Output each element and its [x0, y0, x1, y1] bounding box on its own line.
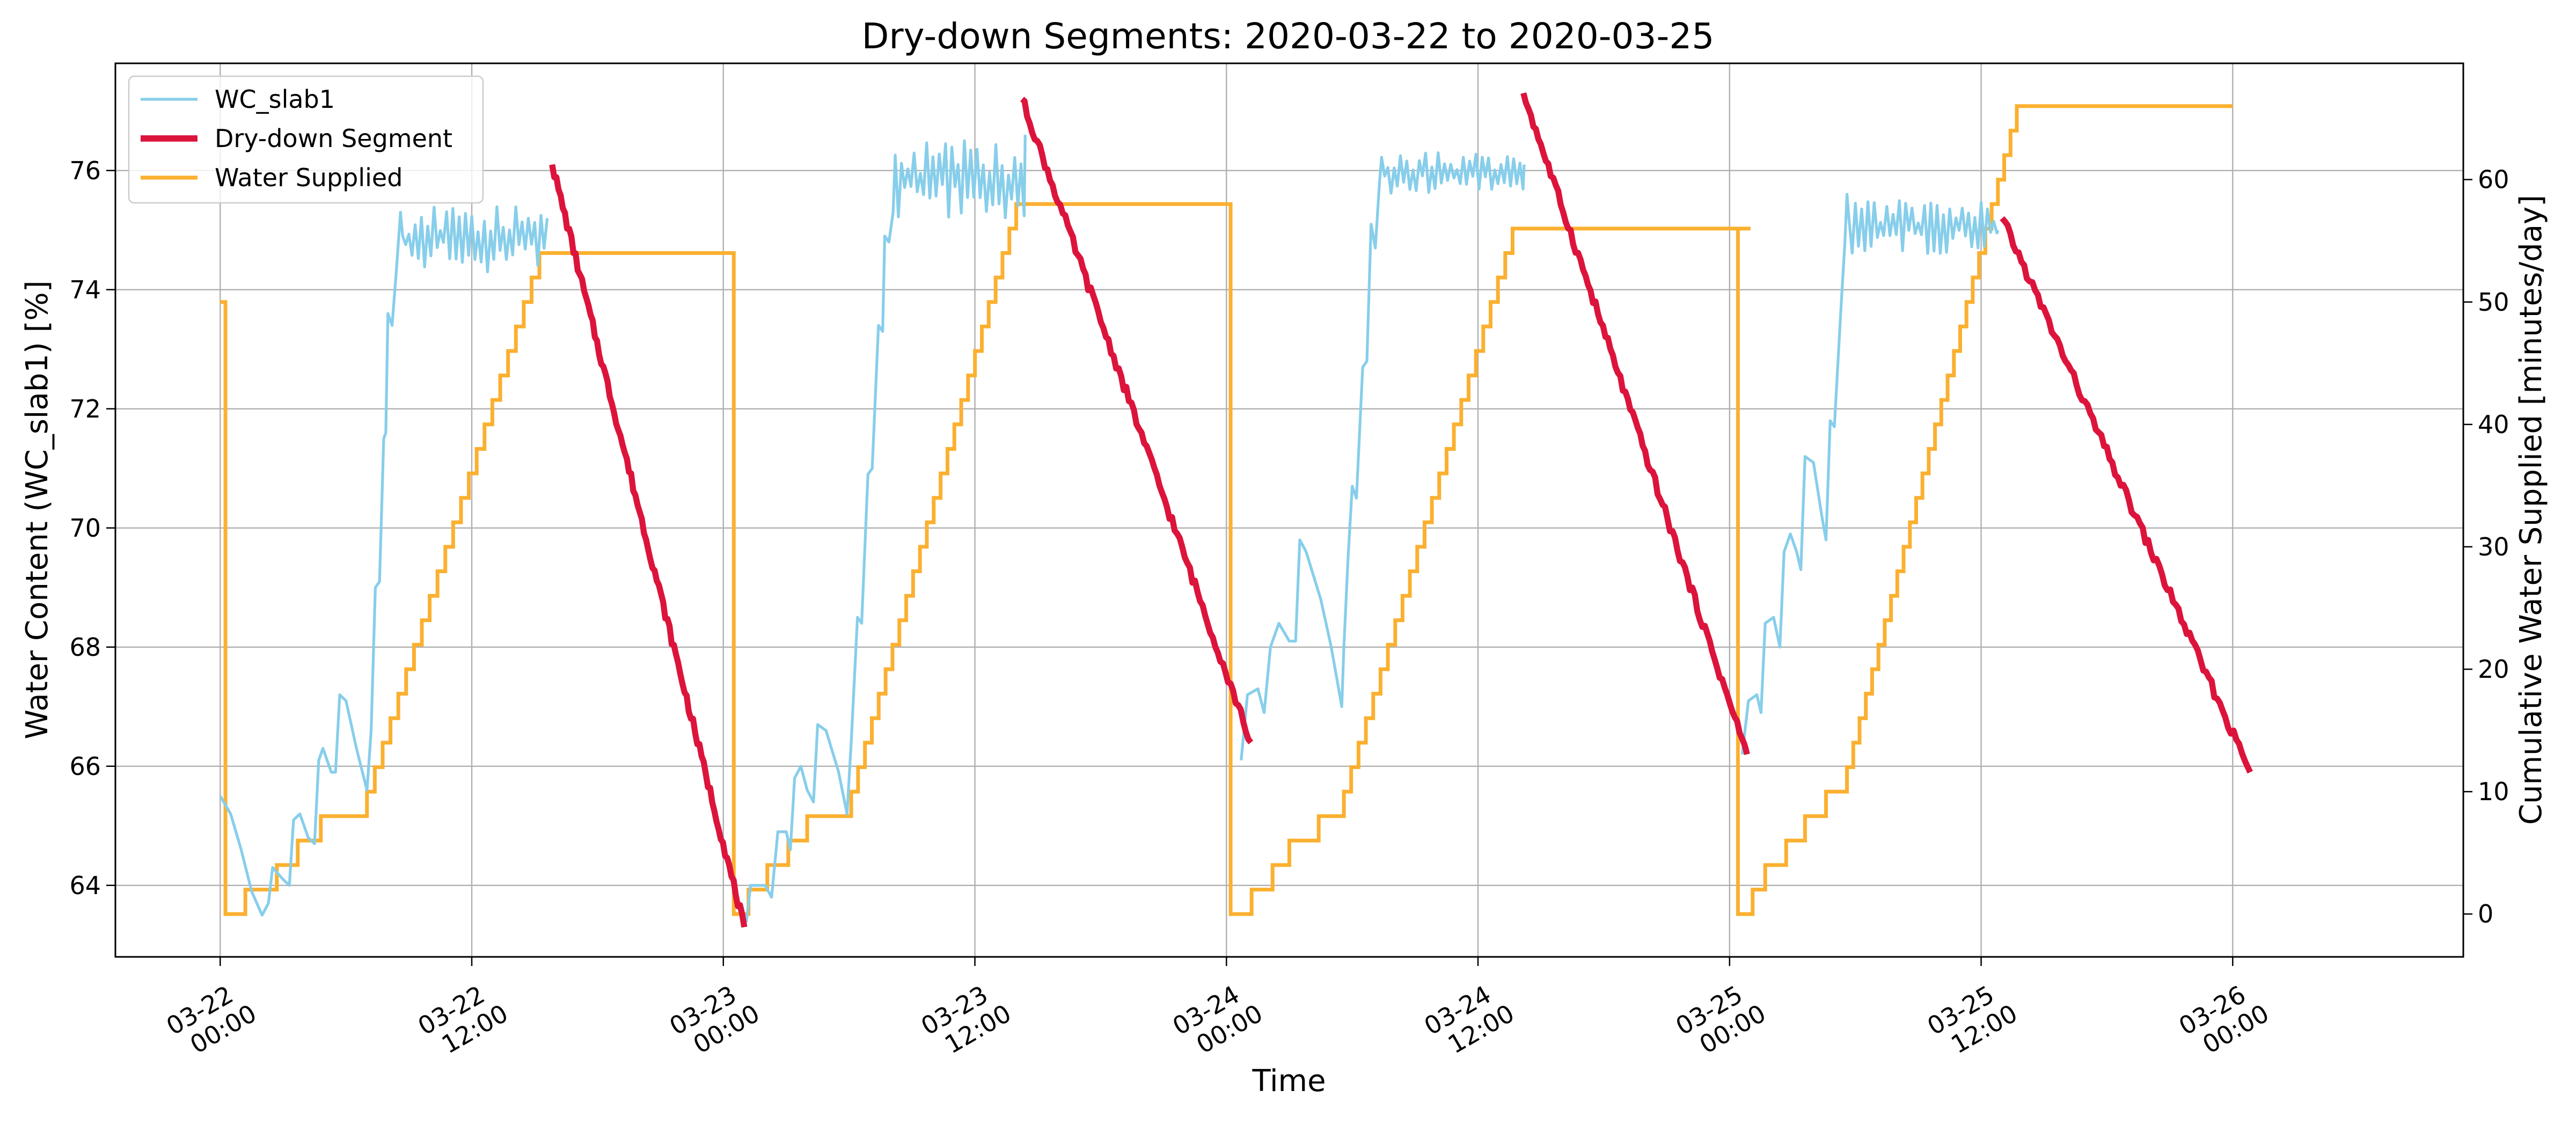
x-tick-label: 03-2400:00: [1168, 975, 1268, 1065]
x-tick-label: 03-2300:00: [664, 975, 764, 1065]
series-wc-slab1: [741, 135, 1027, 928]
y2-tick-label: 40: [2478, 410, 2509, 439]
x-tick-label: 03-2312:00: [916, 975, 1016, 1065]
x-tick-label: 03-2412:00: [1419, 975, 1519, 1065]
series-dry-down-segment: [2000, 216, 2253, 774]
y-tick-label: 74: [69, 275, 101, 304]
x-axis-label: Time: [1252, 1064, 1326, 1099]
y-tick-label: 66: [69, 752, 101, 781]
y-tick-label: 70: [69, 514, 101, 543]
legend-label: WC_slab1: [215, 85, 335, 114]
x-tick-label: 03-2500:00: [1671, 975, 1770, 1065]
legend: WC_slab1 Dry-down Segment Water Supplied: [128, 75, 484, 204]
y-tick-label: 72: [69, 394, 101, 423]
series-dry-down-segment: [549, 164, 748, 928]
series-wc-slab1: [219, 205, 549, 917]
legend-label: Water Supplied: [215, 163, 402, 192]
legend-label: Dry-down Segment: [215, 124, 452, 153]
y-tick-label: 64: [69, 871, 101, 900]
series-dry-down-segment: [1020, 97, 1254, 744]
y-tick-label: 76: [69, 156, 101, 185]
y-tick-label: 68: [69, 633, 101, 662]
y2-tick-label: 30: [2478, 532, 2509, 561]
y-axis-right: 0 10 20 30 40 50 60: [2463, 165, 2509, 928]
x-tick-label: 03-2212:00: [413, 975, 513, 1065]
grid: [115, 63, 2463, 957]
y2-tick-label: 50: [2478, 288, 2509, 317]
y2-tick-label: 60: [2478, 165, 2509, 194]
x-tick-label: 03-2600:00: [2174, 975, 2274, 1065]
chart-title: Dry-down Segments: 2020-03-22 to 2020-03…: [862, 16, 1715, 57]
series-water-supplied: [220, 104, 2233, 916]
series-wc-slab1: [1740, 193, 2000, 755]
y-axis-label: Water Content (WC_slab1) [%]: [20, 281, 55, 740]
x-tick-label: 03-2200:00: [162, 975, 261, 1065]
y-axis-left: 64 66 68 70 72 74 76: [69, 156, 115, 900]
x-tick-label: 03-2512:00: [1922, 975, 2022, 1065]
plot-frame: [114, 62, 2464, 958]
y2-tick-label: 0: [2478, 899, 2493, 928]
x-axis: 03-2200:00 03-2212:00 03-2300:00 03-2312:00…: [162, 957, 2274, 1065]
plot-area: [219, 92, 2253, 928]
legend-box: [128, 75, 484, 204]
y2-tick-label: 20: [2478, 655, 2509, 684]
series-wc-slab1: [1240, 151, 1526, 760]
y2-axis-label: Cumulative Water Supplied [minutes/day]: [2514, 195, 2549, 825]
y2-tick-label: 10: [2478, 777, 2509, 806]
series-dry-down-segment: [1520, 92, 1750, 756]
